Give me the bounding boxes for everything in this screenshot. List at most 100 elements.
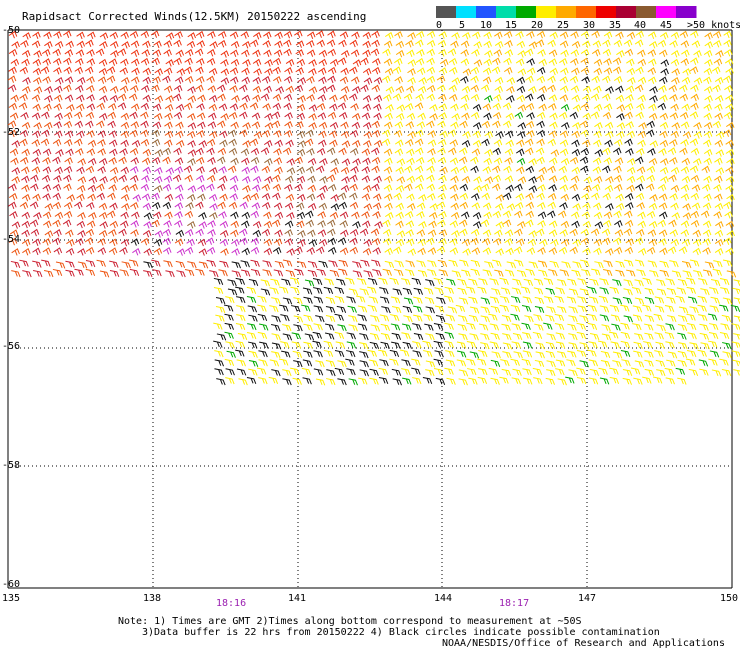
wind-barb [360, 57, 369, 66]
wind-barb [670, 58, 680, 67]
wind-barb [450, 175, 459, 184]
wind-barb [373, 76, 383, 85]
wind-barb [635, 30, 645, 39]
wind-barb [318, 49, 328, 58]
wind-barb [537, 201, 546, 210]
wind-barb [87, 31, 96, 40]
wind-barb [264, 176, 273, 184]
wind-barb [708, 358, 718, 366]
wind-barb [324, 332, 335, 340]
wind-barb [130, 84, 139, 93]
wind-barb [216, 333, 227, 341]
wind-barb [85, 111, 95, 120]
wind-barb [405, 220, 415, 228]
wind-barb [665, 341, 675, 349]
wind-barb [187, 185, 197, 193]
wind-barb [680, 184, 690, 192]
wind-barb [482, 103, 492, 111]
wind-barb [511, 287, 522, 295]
wind-barb [248, 314, 258, 322]
wind-barb [381, 75, 391, 83]
wind-barb [516, 76, 526, 85]
wind-barb [710, 279, 721, 287]
wind-barb [52, 201, 62, 210]
wind-barb [719, 331, 730, 340]
wind-barb [648, 76, 657, 84]
wind-barb [53, 247, 63, 255]
wind-barb [472, 211, 482, 220]
wind-barb [391, 368, 402, 376]
wind-barb [20, 39, 29, 48]
wind-barb [405, 40, 414, 48]
wind-barb [714, 103, 723, 112]
wind-barb [176, 68, 186, 76]
wind-barb [361, 220, 371, 228]
wind-barb [313, 368, 324, 376]
wind-barb [230, 40, 240, 49]
wind-barb [196, 57, 205, 66]
wind-barb [220, 68, 230, 76]
wind-barb [76, 40, 86, 49]
wind-barb [165, 59, 174, 67]
wind-barb [632, 323, 642, 331]
wind-barb [63, 111, 73, 120]
wind-barb [271, 369, 281, 377]
wind-barb [174, 166, 183, 174]
wind-barb [109, 94, 119, 103]
wind-barb [444, 340, 454, 348]
wind-barb [460, 75, 469, 84]
wind-barb [714, 175, 723, 183]
wind-barb [448, 57, 458, 66]
wind-barb [296, 261, 307, 269]
wind-barb [613, 183, 623, 192]
wind-barb [295, 40, 305, 48]
wind-barb [263, 139, 273, 148]
wind-barb [361, 175, 371, 183]
wind-barb [450, 40, 459, 49]
wind-barb [648, 103, 657, 112]
wind-barb [490, 377, 500, 385]
wind-barb [391, 341, 401, 349]
wind-barb [196, 174, 205, 183]
wind-barb [571, 193, 581, 202]
wind-barb [568, 315, 578, 323]
wind-barb [503, 30, 513, 39]
wind-barb [215, 314, 225, 322]
wind-barb [546, 333, 556, 341]
wind-barb [515, 58, 525, 66]
wind-barb [647, 260, 658, 268]
wind-barb [370, 333, 380, 341]
wind-barb [659, 121, 669, 130]
wind-barb [407, 32, 416, 40]
wind-barb [470, 259, 481, 267]
wind-barb [714, 247, 724, 256]
wind-barb [151, 259, 161, 267]
wind-barb [272, 192, 281, 200]
wind-barb [580, 228, 590, 237]
wind-barb [512, 368, 522, 376]
wind-barb [351, 112, 361, 121]
wind-barb [306, 165, 315, 174]
wind-barb [53, 175, 62, 183]
wind-barb [605, 86, 614, 94]
legend-label-40: 40 [634, 20, 647, 31]
wind-barb [197, 94, 206, 103]
wind-barb [359, 351, 369, 359]
wind-barb [53, 103, 63, 111]
wind-barb [436, 297, 446, 305]
wind-barb [515, 193, 524, 201]
wind-barb [417, 269, 428, 278]
wind-barb [426, 165, 435, 174]
wind-barb [455, 304, 466, 312]
wind-barb [187, 140, 196, 148]
wind-barb [326, 219, 336, 227]
wind-barb [21, 175, 30, 183]
wind-barb [371, 30, 380, 39]
wind-barb [235, 349, 245, 357]
wind-barb [349, 183, 358, 192]
wind-barb [614, 229, 624, 237]
wind-barb [571, 220, 580, 229]
wind-barb [645, 129, 655, 137]
wind-barb [384, 121, 393, 129]
wind-barb [593, 238, 603, 247]
